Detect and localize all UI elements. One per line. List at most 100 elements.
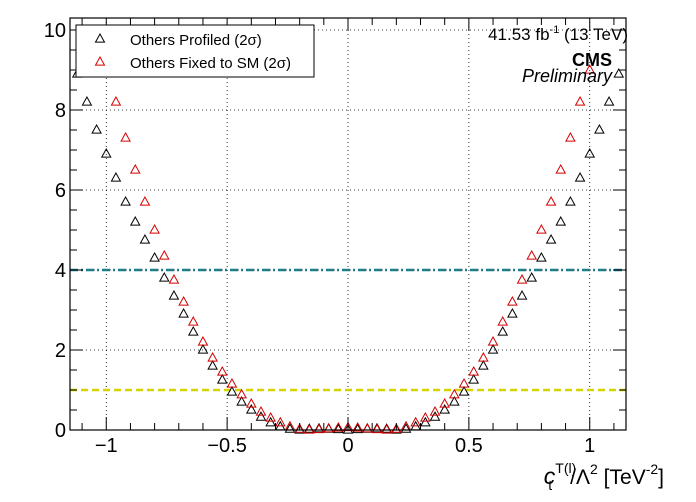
lumi-label: 41.53 fb-1 (13 TeV)	[488, 24, 628, 44]
x-tick-label: −0.5	[207, 435, 246, 457]
legend-box	[75, 24, 315, 78]
data-point	[574, 171, 586, 182]
data-point	[129, 163, 141, 174]
data-point	[313, 423, 325, 434]
data-point	[526, 249, 538, 260]
data-point	[245, 397, 257, 408]
data-point	[332, 423, 344, 434]
data-point	[168, 273, 180, 284]
y-tick-label: 2	[55, 340, 66, 362]
data-point	[91, 123, 102, 134]
xlabel-rest: /Λ	[570, 466, 590, 489]
data-point	[120, 131, 131, 142]
lumi-value: 41.53 fb	[488, 25, 549, 44]
data-point	[555, 163, 567, 174]
data-point	[487, 335, 499, 346]
data-point	[187, 315, 199, 326]
data-point	[536, 251, 547, 262]
legend: Others Profiled (2σ) Others Fixed to SM …	[75, 24, 315, 78]
data-point	[178, 295, 189, 306]
data-point	[565, 131, 576, 142]
data-point	[236, 388, 247, 399]
data-point	[323, 422, 335, 433]
data-point	[100, 147, 112, 158]
data-point	[342, 421, 354, 432]
data-point	[545, 233, 557, 244]
data-point	[381, 423, 393, 434]
data-point	[265, 416, 276, 427]
data-point	[265, 411, 276, 422]
data-points	[71, 63, 625, 434]
xlabel-unit: [TeV	[598, 466, 646, 489]
data-point	[149, 251, 160, 262]
data-point	[613, 67, 625, 78]
axis-ticks	[70, 18, 626, 431]
data-point	[458, 385, 470, 396]
data-point	[516, 273, 528, 284]
xlabel-unit-end: ]	[658, 466, 664, 489]
x-tick-label: 1	[584, 435, 595, 457]
data-point	[216, 373, 228, 384]
cms-label: CMS	[572, 50, 612, 70]
data-point	[468, 373, 480, 384]
reference-lines	[70, 268, 626, 392]
data-point	[139, 195, 151, 206]
data-point	[497, 325, 509, 336]
data-point	[478, 351, 489, 362]
data-point	[487, 343, 499, 354]
data-point	[458, 377, 470, 388]
data-point	[584, 147, 596, 158]
data-point	[139, 233, 151, 244]
data-point	[255, 405, 267, 416]
y-tick-label: 4	[55, 260, 66, 282]
data-point	[197, 335, 209, 346]
data-point	[110, 95, 122, 106]
data-point	[478, 359, 489, 370]
data-point	[507, 295, 518, 306]
data-point	[565, 195, 576, 206]
data-point	[158, 249, 170, 260]
data-point	[158, 271, 170, 282]
xlabel-unit-sup: -2	[646, 461, 659, 477]
legend-marker-profiled	[94, 32, 106, 43]
data-point	[332, 421, 344, 432]
data-point	[226, 385, 238, 396]
data-point	[400, 423, 412, 433]
y-tick-label: 10	[44, 20, 66, 42]
data-point	[536, 223, 547, 234]
data-point	[294, 423, 306, 433]
data-point	[168, 289, 180, 300]
legend-label-profiled: Others Profiled (2σ)	[130, 32, 262, 49]
legend-marker-fixed	[94, 55, 106, 66]
data-point	[390, 423, 402, 433]
y-tick-label: 8	[55, 100, 66, 122]
preliminary-label: Preliminary	[522, 66, 613, 86]
data-point	[120, 195, 131, 206]
data-point	[555, 215, 567, 226]
data-point	[594, 123, 605, 134]
lumi-suffix: (13 TeV)	[559, 25, 628, 44]
data-point	[197, 343, 209, 354]
data-point	[226, 377, 238, 388]
data-point	[468, 365, 480, 376]
lumi-sup: -1	[550, 24, 560, 36]
data-point	[429, 405, 441, 416]
data-point	[574, 95, 586, 106]
data-point	[245, 403, 257, 414]
data-point	[207, 351, 218, 362]
data-point	[216, 365, 228, 376]
data-point	[149, 223, 160, 234]
data-point	[352, 423, 364, 434]
xlabel-c: c	[544, 463, 556, 489]
data-point	[507, 307, 518, 318]
x-tick-label: −1	[95, 435, 118, 457]
legend-label-fixed: Others Fixed to SM (2σ)	[130, 55, 291, 72]
data-point	[420, 416, 431, 427]
data-point	[516, 289, 528, 300]
data-point	[187, 325, 199, 336]
data-point	[81, 95, 93, 106]
data-point	[439, 403, 451, 414]
xlabel-sup: T(l)	[555, 460, 576, 476]
